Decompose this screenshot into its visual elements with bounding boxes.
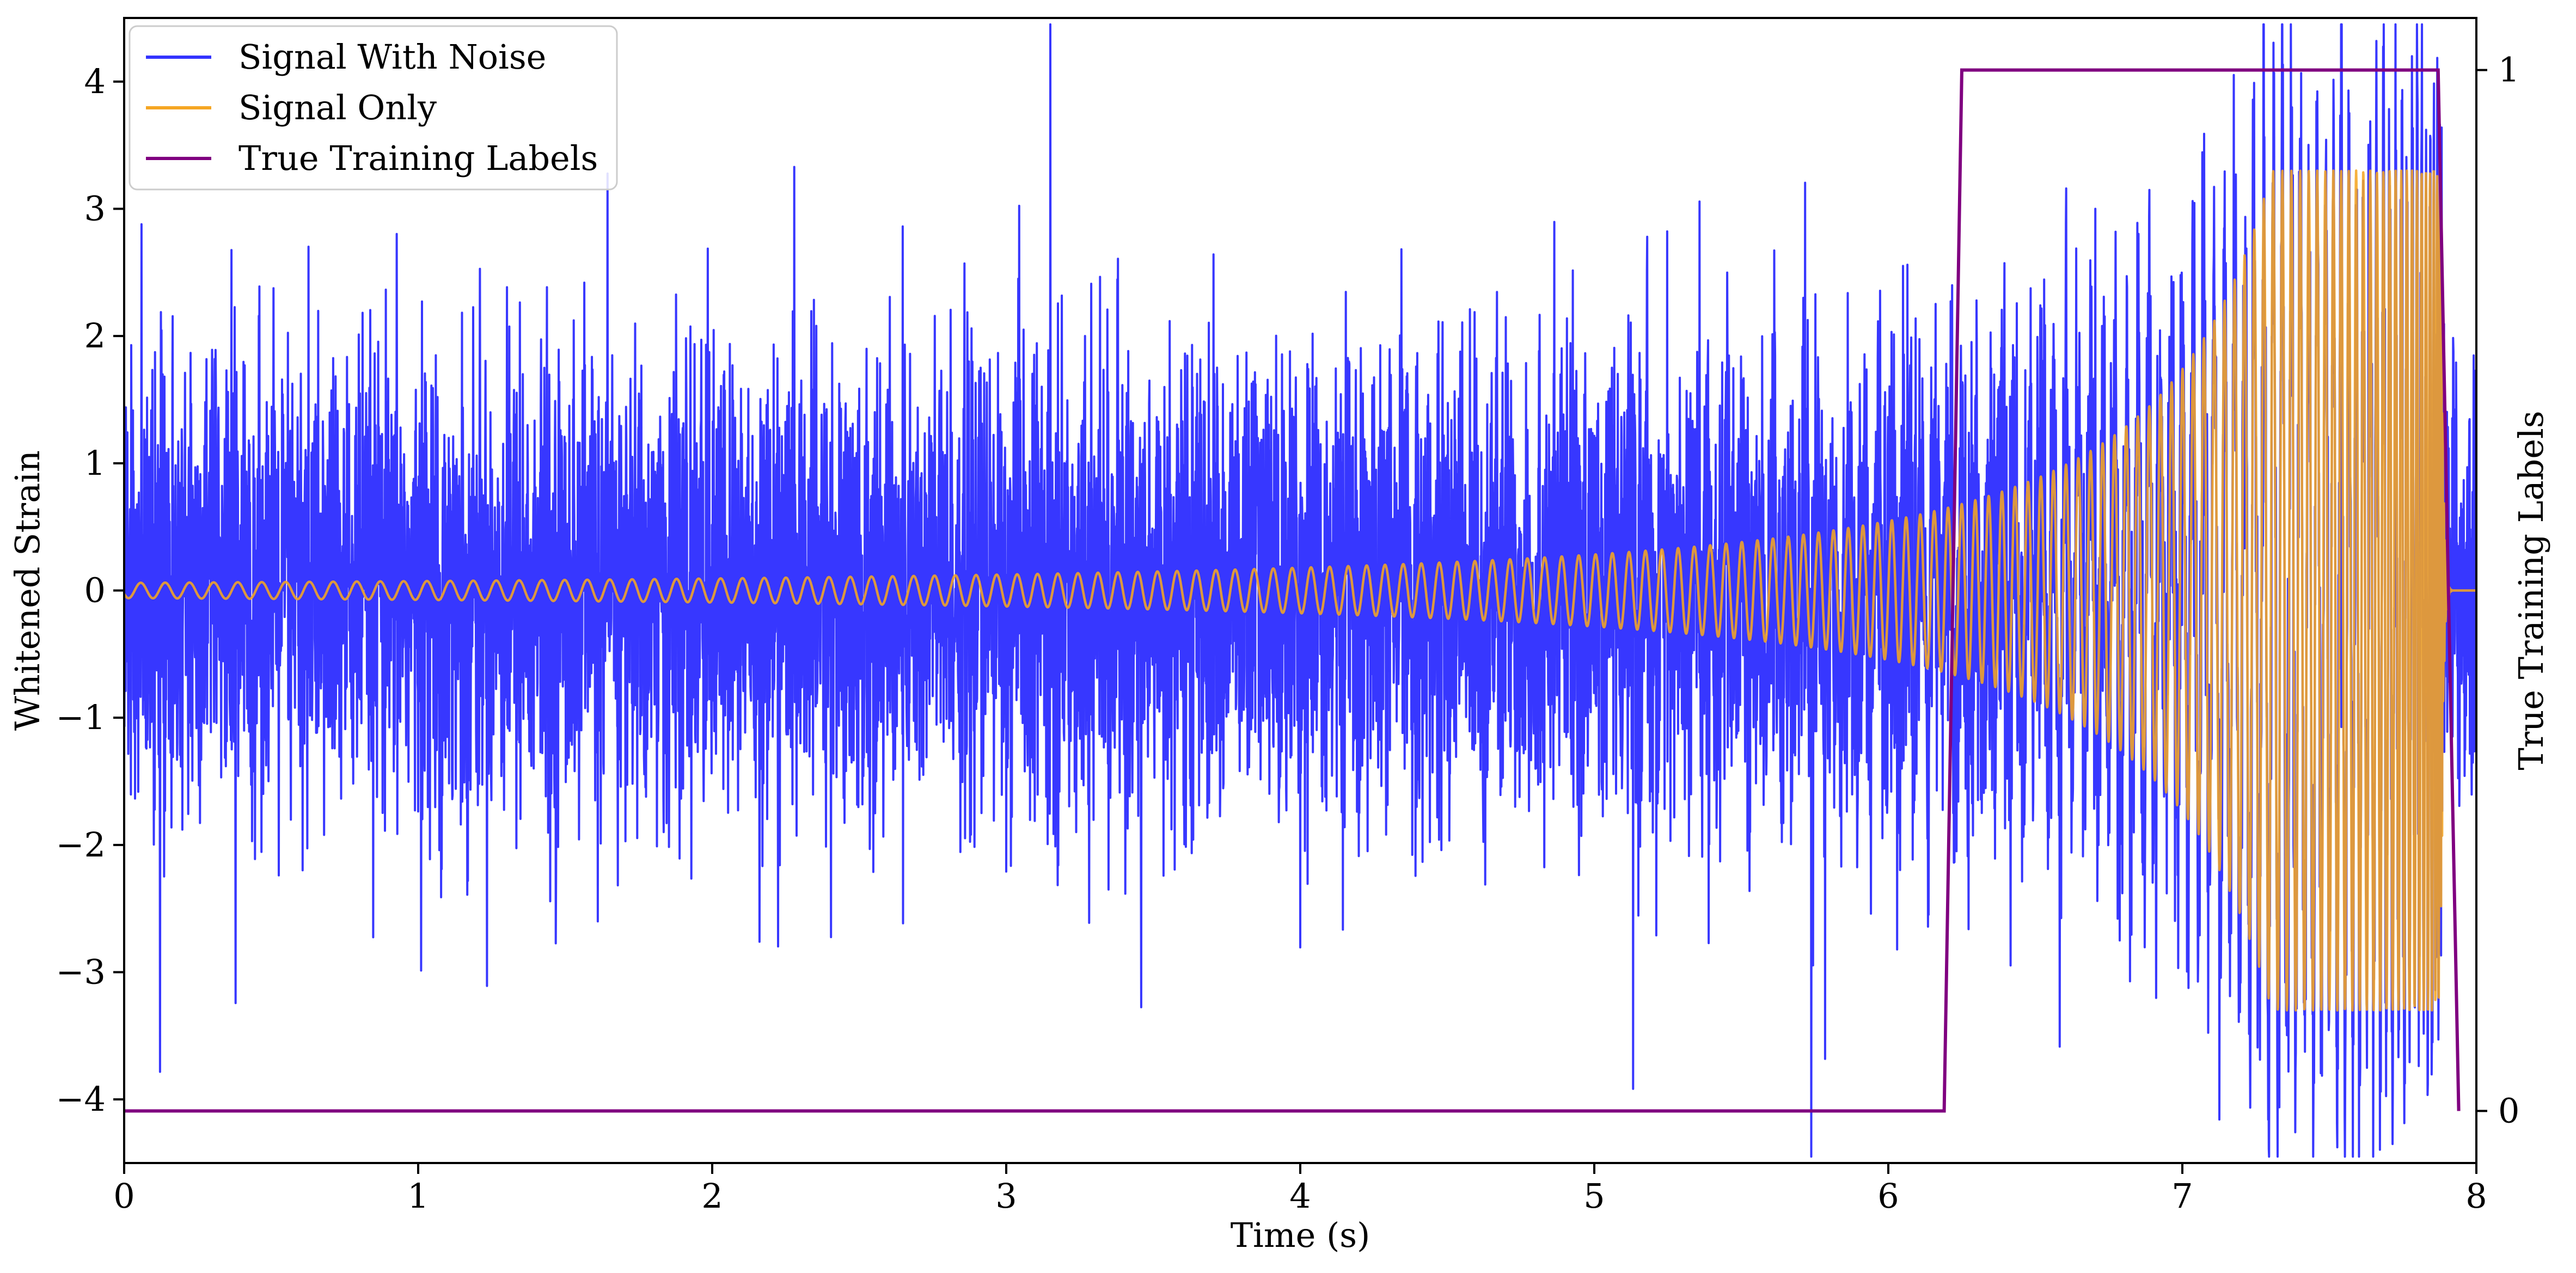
- y-tick-label: −1: [56, 697, 106, 737]
- y-tick-label: 2: [84, 316, 106, 356]
- y-tick-label: −3: [56, 952, 106, 992]
- legend: Signal With Noise Signal Only True Trainin…: [129, 25, 618, 191]
- y-tick-label: −2: [56, 825, 106, 865]
- y-tick-label: 0: [84, 571, 106, 610]
- series-signal-only-line: [124, 169, 2476, 1012]
- y-tick-label: 3: [84, 189, 106, 229]
- y2-tick-label: 0: [2498, 1091, 2519, 1130]
- legend-label: Signal With Noise: [238, 37, 546, 77]
- x-axis-title: Time (s): [1231, 1215, 1370, 1255]
- x-tick-label: 5: [1583, 1176, 1605, 1216]
- x-tick-label: 8: [2465, 1176, 2487, 1216]
- x-tick-label: 3: [995, 1176, 1017, 1216]
- y-tick-label: −4: [56, 1079, 106, 1119]
- x-tick-label: 6: [1877, 1176, 1899, 1216]
- series-signal-with-noise-line: [124, 23, 2476, 1158]
- y-axis-title: Whitened Strain: [8, 450, 47, 731]
- x-tick-label: 1: [407, 1176, 429, 1216]
- x-tick-label: 2: [701, 1176, 723, 1216]
- y-tick-label: 4: [84, 62, 106, 101]
- legend-label: Signal Only: [238, 88, 437, 127]
- y2-tick-label: 1: [2498, 50, 2519, 90]
- x-tick-label: 0: [113, 1176, 134, 1216]
- plot-area: [124, 23, 2476, 1158]
- legend-box: [129, 25, 618, 191]
- x-tick-label: 4: [1289, 1176, 1311, 1216]
- x-tick-label: 7: [2171, 1176, 2193, 1216]
- legend-label: True Training Labels: [238, 138, 598, 178]
- y-tick-label: 1: [84, 443, 106, 483]
- axes: 0 1 2 3 4 5 6 7 8 −4 −3 −2 −1 0 1 2 3 4 0 1 Time (s) Whitened…: [8, 17, 2551, 1255]
- y2-axis-title: True Training Labels: [2511, 411, 2551, 770]
- series-true-training-labels-line: [124, 68, 2461, 1113]
